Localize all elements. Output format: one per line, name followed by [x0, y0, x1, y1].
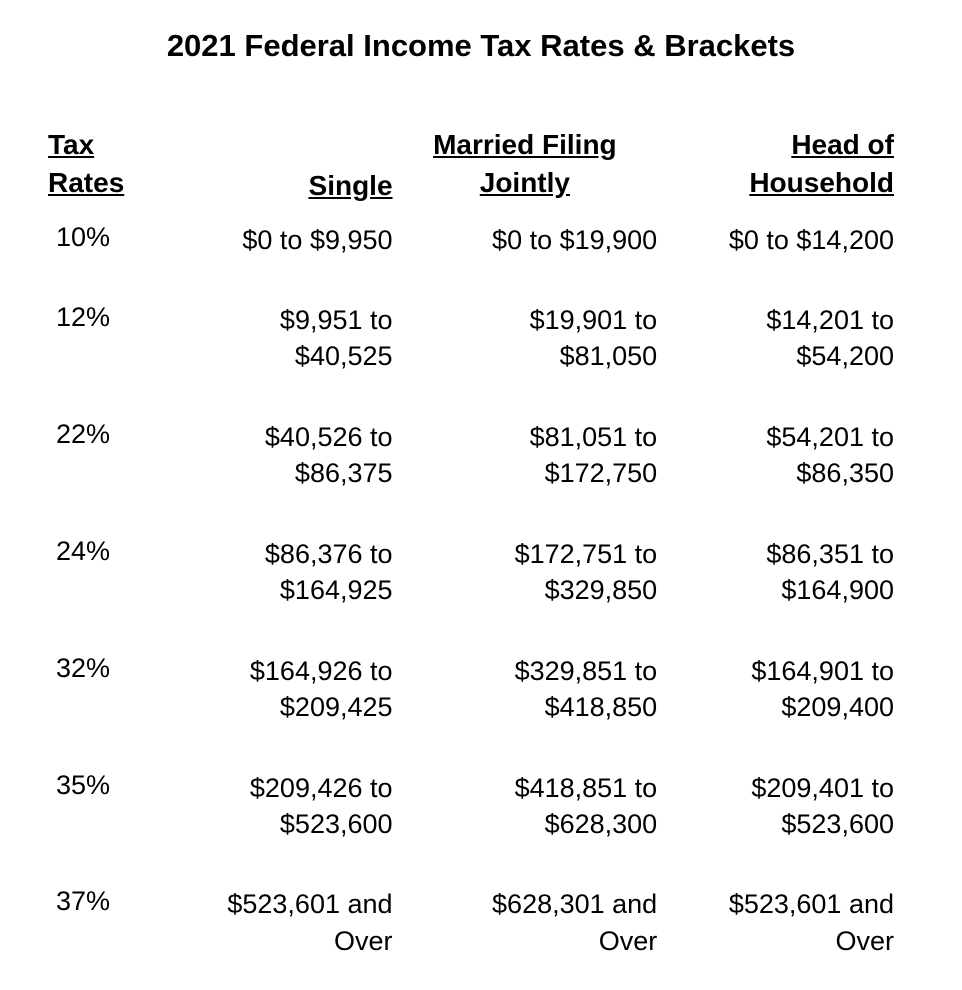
cell-single-range: $40,526 to$86,375	[147, 405, 392, 522]
range-line1: $40,526 to	[147, 419, 392, 455]
range-line2: $209,400	[657, 689, 894, 725]
range-line2: Over	[657, 923, 894, 959]
cell-tax-rate: 22%	[48, 405, 147, 522]
range-line1: $0 to $14,200	[657, 222, 894, 258]
header-hoh-l1: Head of	[657, 126, 894, 164]
range-line1: $523,601 and	[147, 886, 392, 922]
cell-single-range: $9,951 to$40,525	[147, 288, 392, 405]
range-line2: $172,750	[393, 455, 658, 491]
cell-mfj-range: $19,901 to$81,050	[393, 288, 658, 405]
table-row: 10%$0 to $9,950$0 to $19,900$0 to $14,20…	[48, 214, 914, 288]
cell-single-range: $209,426 to$523,600	[147, 756, 392, 873]
range-line1: $81,051 to	[393, 419, 658, 455]
cell-mfj-range: $628,301 andOver	[393, 872, 658, 989]
range-line2: $164,925	[147, 572, 392, 608]
header-tax-rates-l1: Tax	[48, 126, 147, 164]
table-row: 35%$209,426 to$523,600$418,851 to$628,30…	[48, 756, 914, 873]
range-line1: $14,201 to	[657, 302, 894, 338]
page-title: 2021 Federal Income Tax Rates & Brackets	[20, 28, 942, 64]
header-head-of-household: Head of Household	[657, 126, 914, 214]
cell-mfj-range: $172,751 to$329,850	[393, 522, 658, 639]
range-line2: $86,350	[657, 455, 894, 491]
range-line2: $40,525	[147, 338, 392, 374]
table-row: 37%$523,601 andOver$628,301 andOver$523,…	[48, 872, 914, 989]
range-line2: $523,600	[657, 806, 894, 842]
range-line2: $628,300	[393, 806, 658, 842]
range-line1: $628,301 and	[393, 886, 658, 922]
range-line1: $86,351 to	[657, 536, 894, 572]
header-single: Single	[147, 126, 392, 214]
cell-mfj-range: $81,051 to$172,750	[393, 405, 658, 522]
cell-mfj-range: $418,851 to$628,300	[393, 756, 658, 873]
cell-single-range: $523,601 andOver	[147, 872, 392, 989]
range-line1: $0 to $19,900	[393, 222, 658, 258]
cell-hoh-range: $54,201 to$86,350	[657, 405, 914, 522]
table-row: 12%$9,951 to$40,525$19,901 to$81,050$14,…	[48, 288, 914, 405]
range-line2: $81,050	[393, 338, 658, 374]
cell-tax-rate: 24%	[48, 522, 147, 639]
table-row: 32%$164,926 to$209,425$329,851 to$418,85…	[48, 639, 914, 756]
table-header-row: Tax Rates Single Married Filing Jointly …	[48, 126, 914, 214]
range-line2: $418,850	[393, 689, 658, 725]
range-line1: $0 to $9,950	[147, 222, 392, 258]
range-line2: $54,200	[657, 338, 894, 374]
range-line1: $523,601 and	[657, 886, 894, 922]
cell-hoh-range: $86,351 to$164,900	[657, 522, 914, 639]
tax-table-wrapper: Tax Rates Single Married Filing Jointly …	[20, 126, 942, 989]
range-line2: $164,900	[657, 572, 894, 608]
cell-hoh-range: $14,201 to$54,200	[657, 288, 914, 405]
range-line1: $164,926 to	[147, 653, 392, 689]
range-line2: $329,850	[393, 572, 658, 608]
range-line2: $523,600	[147, 806, 392, 842]
range-line1: $209,401 to	[657, 770, 894, 806]
range-line2: $209,425	[147, 689, 392, 725]
table-row: 24%$86,376 to$164,925$172,751 to$329,850…	[48, 522, 914, 639]
cell-tax-rate: 12%	[48, 288, 147, 405]
range-line1: $19,901 to	[393, 302, 658, 338]
range-line1: $164,901 to	[657, 653, 894, 689]
cell-single-range: $164,926 to$209,425	[147, 639, 392, 756]
header-mfj-l2: Jointly	[393, 164, 658, 202]
range-line1: $209,426 to	[147, 770, 392, 806]
tax-brackets-table: Tax Rates Single Married Filing Jointly …	[48, 126, 914, 989]
range-line2: Over	[393, 923, 658, 959]
range-line1: $418,851 to	[393, 770, 658, 806]
range-line1: $86,376 to	[147, 536, 392, 572]
cell-tax-rate: 35%	[48, 756, 147, 873]
header-mfj-l1: Married Filing	[393, 126, 658, 164]
cell-hoh-range: $523,601 andOver	[657, 872, 914, 989]
cell-single-range: $86,376 to$164,925	[147, 522, 392, 639]
cell-mfj-range: $0 to $19,900	[393, 214, 658, 288]
cell-hoh-range: $164,901 to$209,400	[657, 639, 914, 756]
range-line1: $172,751 to	[393, 536, 658, 572]
cell-hoh-range: $209,401 to$523,600	[657, 756, 914, 873]
cell-hoh-range: $0 to $14,200	[657, 214, 914, 288]
range-line2: $86,375	[147, 455, 392, 491]
cell-mfj-range: $329,851 to$418,850	[393, 639, 658, 756]
table-row: 22%$40,526 to$86,375$81,051 to$172,750$5…	[48, 405, 914, 522]
header-married-filing-jointly: Married Filing Jointly	[393, 126, 658, 214]
range-line1: $329,851 to	[393, 653, 658, 689]
table-body: 10%$0 to $9,950$0 to $19,900$0 to $14,20…	[48, 214, 914, 990]
range-line2: Over	[147, 923, 392, 959]
range-line1: $9,951 to	[147, 302, 392, 338]
cell-single-range: $0 to $9,950	[147, 214, 392, 288]
header-hoh-l2: Household	[657, 164, 894, 202]
cell-tax-rate: 37%	[48, 872, 147, 989]
header-tax-rates: Tax Rates	[48, 126, 147, 214]
cell-tax-rate: 32%	[48, 639, 147, 756]
range-line1: $54,201 to	[657, 419, 894, 455]
header-tax-rates-l2: Rates	[48, 164, 147, 202]
cell-tax-rate: 10%	[48, 214, 147, 288]
